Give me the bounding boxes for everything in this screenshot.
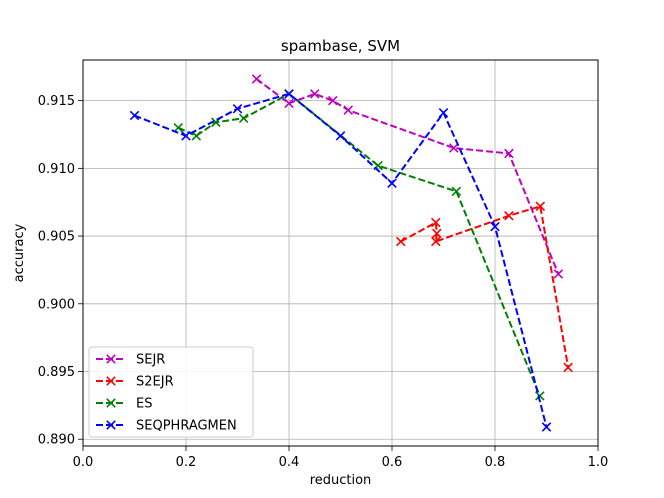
y-axis-label: accuracy [12, 223, 27, 282]
data-point-es [191, 131, 202, 141]
data-point-seqphragmen [181, 131, 191, 141]
x-tick-label: 1.0 [588, 455, 609, 470]
legend-label-es: ES [136, 397, 152, 412]
ticks: 0.0 0.2 0.4 0.6 0.8 1.0 0.890 0.895 0.900 0.905 0.… [38, 94, 609, 470]
data-point-seqphragmen [335, 131, 346, 141]
data-point-sejr [553, 269, 564, 279]
data-point-sejr [251, 74, 262, 84]
legend-label-sejr: SEJR [136, 353, 165, 368]
data-point-es [173, 122, 184, 133]
legend: SEJR S2EJR ES SEQPHRAGMEN [88, 346, 254, 438]
legend-entry-seqphragmen: SEQPHRAGMEN [96, 419, 237, 434]
legend-label-s2ejr: S2EJR [136, 375, 174, 390]
series-line-sejr [255, 78, 560, 275]
legend-marker-s2ejr [106, 376, 116, 386]
data-point-es [535, 391, 545, 401]
x-tick-label: 0.8 [485, 455, 506, 470]
data-point-seqphragmen [541, 422, 552, 432]
series-s2ejr [395, 201, 573, 373]
legend-entry-es: ES [96, 397, 152, 412]
series-seqphragmen [129, 89, 552, 432]
data-point-sejr [343, 105, 353, 115]
legend-entry-sejr: SEJR [96, 353, 165, 368]
y-tick-label: 0.890 [38, 433, 75, 448]
x-tick-label: 0.4 [279, 455, 300, 470]
y-tick-label: 0.895 [38, 365, 75, 380]
data-point-seqphragmen [438, 108, 449, 118]
data-point-sejr [504, 148, 514, 159]
data-point-seqphragmen [232, 103, 243, 114]
plot-frame [82, 59, 599, 447]
x-axis-label: reduction [310, 473, 372, 488]
legend-marker-es [106, 398, 116, 408]
legend-marker-seqphragmen [106, 420, 116, 430]
data-point-seqphragmen [490, 221, 500, 232]
data-point-seqphragmen [387, 178, 397, 189]
data-point-sejr [328, 95, 338, 106]
x-tick-label: 0.0 [73, 455, 94, 470]
y-tick-label: 0.910 [38, 162, 75, 177]
legend-entry-s2ejr: S2EJR [96, 375, 174, 390]
data-point-s2ejr [395, 236, 406, 247]
x-tick-label: 0.2 [176, 455, 197, 470]
data-point-es [238, 113, 249, 124]
data-point-s2ejr [504, 210, 514, 221]
data-point-es [451, 186, 462, 197]
legend-box [88, 346, 254, 438]
data-point-s2ejr [432, 228, 442, 239]
data-point-sejr [449, 143, 459, 153]
data-point-s2ejr [431, 217, 441, 228]
y-tick-label: 0.905 [38, 230, 75, 245]
data-point-sejr [284, 98, 294, 109]
y-tick-label: 0.900 [38, 297, 75, 312]
legend-marker-sejr [106, 354, 116, 364]
data-point-s2ejr [563, 362, 573, 373]
data-point-s2ejr [535, 201, 546, 212]
y-tick-label: 0.915 [38, 94, 75, 109]
data-point-s2ejr [431, 236, 441, 247]
data-point-seqphragmen [284, 89, 294, 99]
data-point-seqphragmen [129, 110, 140, 121]
series-layer [129, 74, 573, 432]
data-point-sejr [309, 89, 320, 99]
chart-title: spambase, SVM [281, 37, 400, 55]
series-sejr [251, 74, 564, 279]
x-tick-label: 0.6 [382, 455, 403, 470]
legend-label-seqphragmen: SEQPHRAGMEN [136, 419, 237, 434]
